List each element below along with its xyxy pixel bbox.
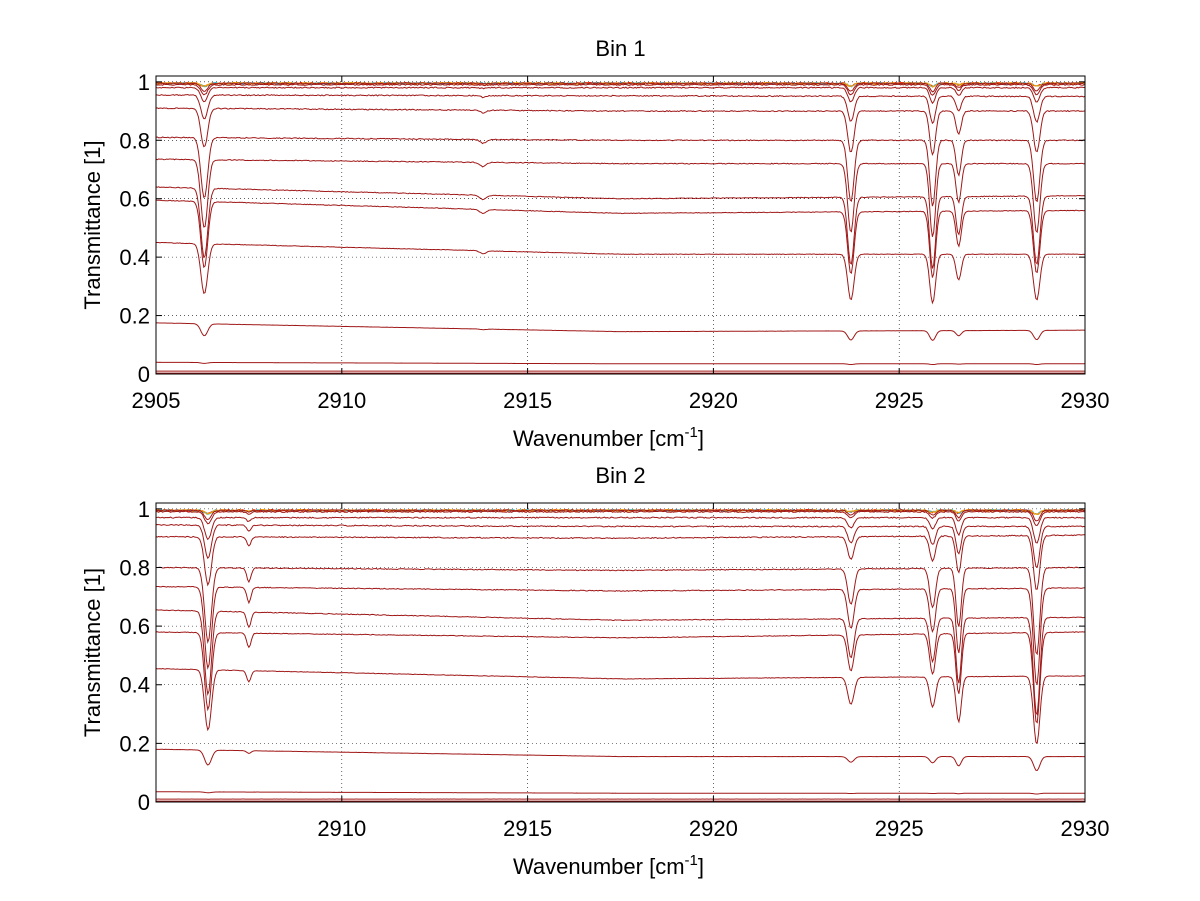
series-line-11 <box>156 322 1085 341</box>
x-tick-label: 2920 <box>689 816 738 841</box>
series-line-7 <box>156 585 1085 686</box>
series-line-6 <box>156 136 1085 207</box>
y-tick-label: 0.6 <box>119 187 150 212</box>
x-tick-label: 2925 <box>875 816 924 841</box>
y-tick-label: 1 <box>138 497 150 522</box>
panel-bin-2: 2910 2915 2920 2925 2930 0 0.2 0.4 0.6 0.8 1 Bin 2 W… <box>80 463 1109 879</box>
y-tick-label: 0.2 <box>119 731 150 756</box>
series-line-6 <box>156 566 1085 656</box>
x-tick-label: 2920 <box>689 388 738 413</box>
x-tick-label: 2915 <box>503 816 552 841</box>
series-line-12 <box>156 791 1085 795</box>
chart-title: Bin 2 <box>595 463 645 488</box>
x-tick-label: 2915 <box>503 388 552 413</box>
series-line-2 <box>156 83 1085 96</box>
series-line-top-band <box>156 81 1085 88</box>
series-line-1 <box>156 509 1085 522</box>
series-group <box>156 508 1085 802</box>
series-line-9 <box>156 631 1085 724</box>
series-line-8 <box>156 609 1085 716</box>
y-tick-label: 0.4 <box>119 673 150 698</box>
x-tick-label: 2930 <box>1061 388 1110 413</box>
series-line-10 <box>156 668 1085 745</box>
x-axis-label: Wavenumber [cm-1] <box>513 852 704 879</box>
series-line-1 <box>156 82 1085 93</box>
axes-box <box>155 75 1086 375</box>
x-axis-label: Wavenumber [cm-1] <box>513 424 704 451</box>
y-tick-label: 0.4 <box>119 245 150 270</box>
axes-box <box>155 502 1086 803</box>
series-line-10 <box>156 241 1085 305</box>
series-line-12 <box>156 361 1085 366</box>
y-tick-label: 0.8 <box>119 555 150 580</box>
plot-area <box>156 76 1085 374</box>
series-line-11 <box>156 748 1085 772</box>
y-tick-label: 0.2 <box>119 304 150 329</box>
x-tick-label: 2905 <box>132 388 181 413</box>
series-line-5 <box>156 534 1085 590</box>
y-axis-label: Transmittance [1] <box>80 140 105 309</box>
y-tick-label: 0.6 <box>119 614 150 639</box>
y-tick-label: 1 <box>138 70 150 95</box>
series-line-5 <box>156 107 1085 157</box>
x-tick-label: 2910 <box>317 816 366 841</box>
y-tick-label: 0 <box>138 362 150 387</box>
plot-area <box>156 503 1085 802</box>
x-tick-label: 2930 <box>1061 816 1110 841</box>
series-line-4 <box>156 523 1085 569</box>
x-tick-label: 2925 <box>875 388 924 413</box>
series-line-3 <box>156 516 1085 544</box>
y-axis-label: Transmittance [1] <box>80 568 105 737</box>
series-line-7 <box>156 158 1085 237</box>
series-group <box>156 81 1085 374</box>
y-tick-label: 0.8 <box>119 128 150 153</box>
chart-title: Bin 1 <box>595 36 645 61</box>
series-line-8 <box>156 186 1085 269</box>
series-line-2 <box>156 510 1085 526</box>
panel-bin-1: 2905 2910 2915 2920 2925 2930 0 0.2 0.4 0.6 0.8 1 Bi… <box>80 36 1109 451</box>
series-line-9 <box>156 199 1085 278</box>
x-tick-label: 2910 <box>317 388 366 413</box>
series-line-4 <box>156 93 1085 125</box>
series-line-3 <box>156 86 1085 105</box>
y-tick-label: 0 <box>138 790 150 815</box>
